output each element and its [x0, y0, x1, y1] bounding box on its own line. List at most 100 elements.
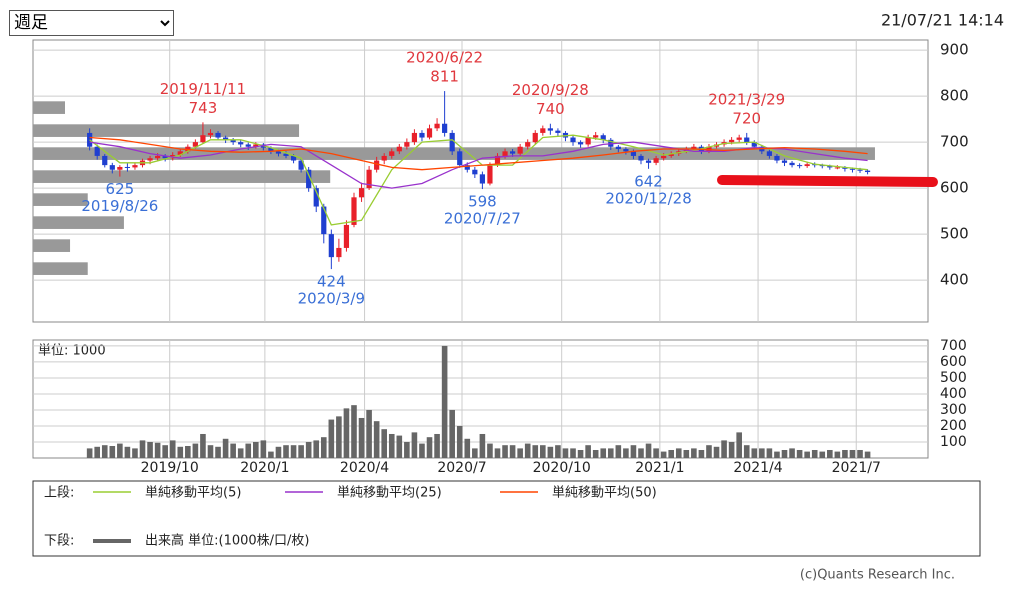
candle-body [502, 151, 508, 156]
x-tick-label: 2020/1 [240, 460, 289, 476]
volume-bar [328, 419, 335, 458]
candle-body [577, 142, 584, 145]
volume-bar [743, 445, 750, 458]
volume-bar [358, 417, 365, 458]
annotation-date: 2020/12/28 [605, 189, 691, 207]
volume-bar [630, 445, 637, 458]
candle-body [200, 135, 206, 143]
candle-body [177, 151, 183, 156]
candle-body [691, 146, 697, 150]
x-tick-label: 2019/10 [141, 460, 199, 476]
volume-bar [132, 448, 138, 458]
candle-body [124, 166, 131, 168]
candle-body [192, 142, 198, 147]
candle-body [351, 197, 357, 225]
volume-bar [645, 443, 652, 458]
candle-body [155, 155, 161, 159]
period-select[interactable]: 週足 [9, 10, 174, 36]
volume-bar [169, 440, 176, 458]
volume-bar [237, 448, 244, 458]
volume-bar [751, 448, 758, 458]
volume-bar [721, 440, 727, 458]
volume-bar [162, 445, 168, 458]
volume-bar [404, 441, 410, 458]
candle-body [472, 169, 478, 175]
candle-body [540, 128, 546, 133]
y-tick-label: 500 [940, 370, 967, 386]
volume-bar [834, 451, 841, 458]
volume-bar [472, 448, 478, 458]
candle-body [336, 247, 342, 258]
candle-body [381, 155, 387, 161]
volume-bar [713, 446, 720, 458]
volume-bar [789, 448, 795, 458]
volume-bar [728, 441, 735, 458]
candle-body [509, 151, 516, 154]
volume-bar [147, 441, 153, 458]
plot-layer: 4005006007008009001002003004005006007002… [33, 40, 969, 549]
candle-body [668, 153, 674, 156]
volume-bar [434, 433, 440, 458]
volume-bar [547, 446, 554, 458]
annotation-value: 424 [317, 273, 346, 291]
annotation-value: 743 [189, 99, 218, 117]
candle-body [857, 169, 863, 171]
volume-bar [222, 438, 229, 458]
volume-bar [139, 440, 146, 458]
x-tick-label: 2021/7 [832, 460, 881, 476]
candle-body [744, 137, 750, 143]
candle-body [109, 165, 115, 170]
volume-bar [509, 445, 516, 458]
candle-body [275, 151, 282, 154]
candle-body [570, 137, 576, 143]
volume-profile-bar [33, 101, 65, 114]
candle-body [404, 142, 410, 147]
annotation-value: 811 [430, 68, 459, 86]
candle-body [849, 168, 856, 170]
x-tick-label: 2021/1 [635, 460, 684, 476]
candle-body [834, 167, 840, 169]
candle-body [298, 160, 304, 170]
volume-bar [215, 446, 221, 458]
volume-bar [396, 435, 403, 458]
volume-bar [305, 441, 312, 458]
volume-bar [192, 443, 199, 458]
timestamp: 21/07/21 14:14 [881, 11, 1004, 30]
volume-bar [109, 445, 116, 458]
volume-bar [336, 416, 342, 458]
volume-bar [441, 345, 448, 458]
volume-bar [86, 448, 93, 458]
y-tick-label: 400 [940, 386, 967, 402]
candle-body [147, 158, 153, 161]
candle-body [306, 169, 312, 189]
annotation-date: 2020/7/27 [444, 210, 521, 228]
volume-bar [275, 446, 282, 458]
volume-bar [177, 446, 184, 458]
volume-bar [373, 421, 380, 458]
candle-body [547, 128, 553, 131]
volume-bar [487, 443, 493, 458]
candle-body [366, 169, 372, 189]
volume-bar [464, 438, 471, 458]
candle-body [479, 174, 485, 184]
candle-body [464, 165, 470, 170]
legend-box [32, 480, 981, 557]
annotation-date: 2019/11/11 [160, 80, 246, 98]
candle-body [419, 132, 425, 138]
annotation-date: 2020/6/22 [406, 49, 483, 67]
volume-bar [864, 451, 871, 458]
volume-bar [849, 449, 856, 458]
volume-bar [343, 408, 350, 458]
candle-body [321, 206, 327, 235]
volume-bar [366, 409, 372, 458]
candle-body [842, 167, 848, 169]
candle-body [358, 188, 365, 198]
volume-bar [419, 443, 425, 458]
annotation-value: 625 [106, 180, 135, 198]
candle-body [751, 142, 757, 147]
legend-label: 単純移動平均(25) [337, 485, 442, 501]
volume-bar [585, 445, 591, 458]
y-tick-label: 300 [940, 402, 967, 418]
